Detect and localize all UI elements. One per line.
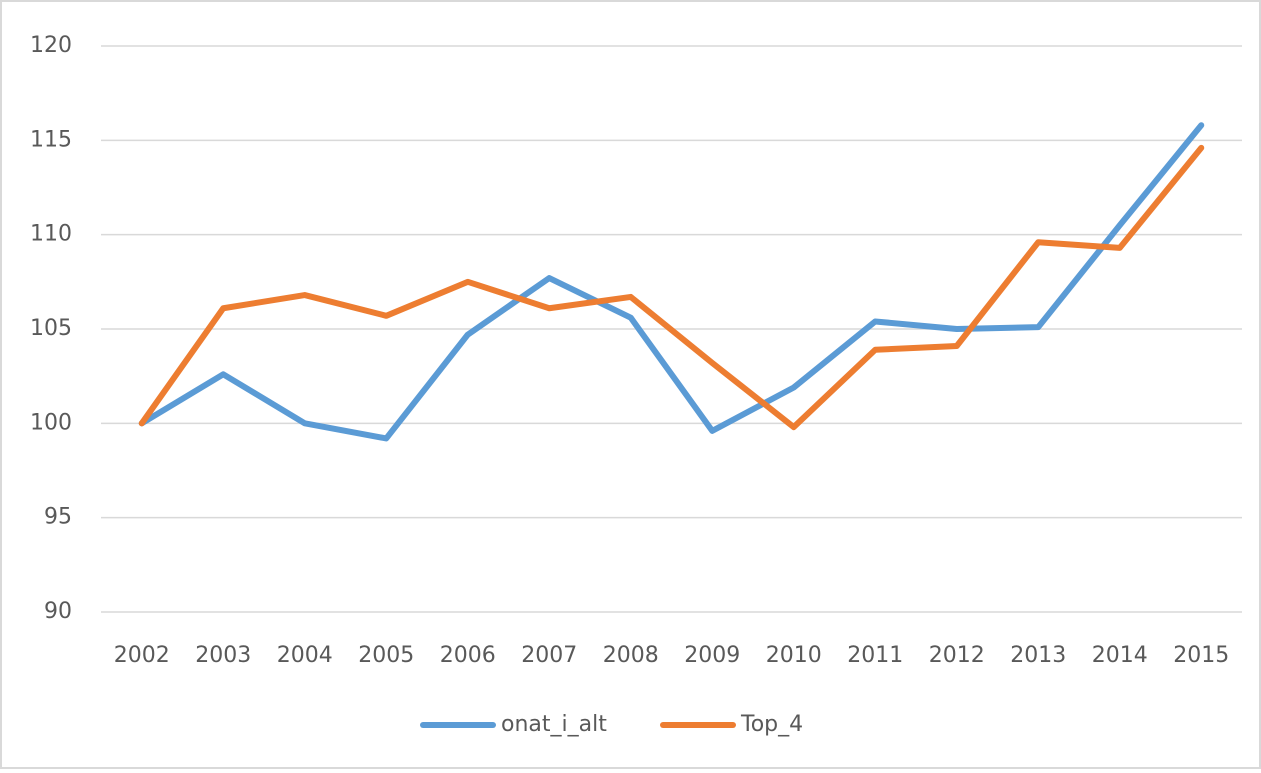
x-tick-label: 2006 (440, 643, 496, 668)
legend-label: Top_4 (740, 712, 803, 737)
x-tick-label: 2007 (521, 643, 577, 668)
x-tick-label: 2010 (766, 643, 822, 668)
series-line (138, 144, 1205, 431)
x-tick-label: 2014 (1092, 643, 1148, 668)
legend-label: onat_i_alt (501, 712, 607, 737)
series-line (138, 122, 1205, 442)
x-tick-label: 2004 (277, 643, 333, 668)
x-tick-label: 2005 (358, 643, 414, 668)
x-tick-label: 2009 (684, 643, 740, 668)
x-tick-label: 2002 (114, 643, 170, 668)
x-tick-label: 2013 (1010, 643, 1066, 668)
x-tick-label: 2008 (603, 643, 659, 668)
x-tick-label: 2012 (929, 643, 985, 668)
y-tick-label: 105 (30, 316, 72, 341)
y-tick-label: 110 (30, 222, 72, 247)
y-tick-label: 90 (44, 599, 72, 624)
x-tick-label: 2003 (195, 643, 251, 668)
y-tick-label: 95 (44, 505, 72, 530)
y-tick-label: 100 (30, 410, 72, 435)
x-tick-label: 2011 (847, 643, 903, 668)
x-tick-label: 2015 (1173, 643, 1229, 668)
y-tick-label: 120 (30, 33, 72, 58)
y-tick-label: 115 (30, 127, 72, 152)
